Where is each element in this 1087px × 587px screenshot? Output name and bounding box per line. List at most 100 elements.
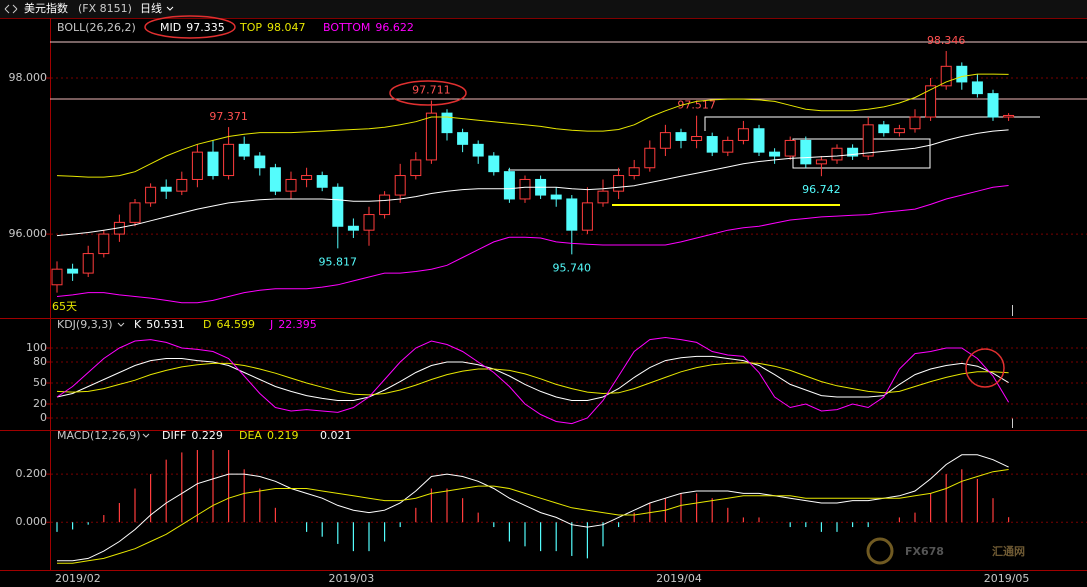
candle-body	[644, 147, 656, 169]
candle-body	[207, 151, 219, 177]
y-tick-label: 96.000	[9, 227, 48, 240]
candle-body	[269, 167, 281, 192]
candle-body	[581, 202, 593, 231]
legend-value: 64.599	[216, 318, 255, 331]
low-label: 96.742	[802, 183, 841, 196]
series-line	[56, 73, 1009, 178]
candle-body	[223, 143, 235, 177]
candle-body	[363, 214, 375, 231]
highlight	[389, 80, 467, 106]
candle-body	[379, 194, 391, 216]
legend-name: TOP	[239, 21, 262, 34]
nav-icon[interactable]	[4, 4, 18, 14]
candle-body	[347, 225, 359, 231]
legend-name: J	[269, 318, 273, 331]
candle-body	[847, 147, 859, 157]
legend-value: 22.395	[278, 318, 317, 331]
candle-body	[51, 268, 63, 286]
watermark-logo	[866, 537, 894, 565]
candle-body	[956, 65, 968, 83]
legend-entry: MID 97.335	[160, 21, 225, 34]
high-label: 97.371	[209, 110, 248, 123]
legend-value: 0.219	[267, 429, 299, 442]
indicator-chevron	[117, 322, 125, 327]
candle-body	[238, 143, 250, 157]
candle-body	[176, 178, 188, 192]
series-line	[56, 185, 1009, 304]
candle-body	[893, 128, 905, 134]
series-line	[56, 336, 1010, 425]
y-tick-label: 80	[33, 355, 47, 368]
y-tick-label: 98.000	[9, 71, 48, 84]
symbol-code: (FX 8151)	[78, 2, 132, 15]
candle-body	[254, 155, 266, 169]
candle-body	[862, 124, 874, 157]
candle-body	[191, 151, 203, 180]
candle-body	[82, 253, 94, 274]
legend-value: 50.531	[146, 318, 185, 331]
x-tick-label: 2019/05	[984, 572, 1030, 585]
candle-body	[909, 116, 921, 130]
candle-body	[675, 132, 687, 141]
candle-body	[613, 175, 625, 192]
legend-name: DIFF	[162, 429, 186, 442]
legend-entry: K 50.531	[134, 318, 185, 331]
candle-body	[301, 175, 313, 180]
indicator-name: MACD(12,26,9)	[57, 429, 141, 442]
legend-value: 96.622	[375, 21, 414, 34]
period[interactable]: 日线	[140, 1, 162, 15]
candle-body	[410, 159, 422, 177]
candle-body	[831, 147, 843, 161]
high-label: 98.346	[927, 34, 966, 47]
candle-body	[472, 143, 484, 157]
x-tick-label: 2019/02	[55, 572, 101, 585]
candle-body	[145, 186, 157, 204]
candle-body	[488, 155, 500, 173]
highlight	[144, 15, 236, 39]
candle-body	[722, 139, 734, 153]
legend-entry: 0.021	[320, 429, 352, 442]
candle-body	[160, 186, 172, 192]
y-tick-label: 0	[40, 411, 47, 424]
candle-body	[98, 233, 110, 255]
candle-body	[940, 65, 952, 87]
candle-body	[129, 202, 141, 223]
legend-name: BOTTOM	[323, 21, 370, 34]
legend: KDJ(9,3,3)	[57, 318, 113, 331]
candle-body	[285, 178, 297, 192]
legend: BOLL(26,26,2)	[57, 21, 136, 34]
marks: 98.000 96.000 BOLL(26,26,2) MID 97.335 TOP 98.…	[9, 21, 1087, 585]
candle-body	[67, 268, 79, 274]
y-tick-label: 0.200	[16, 467, 48, 480]
candle-body	[878, 124, 890, 134]
candle-body	[316, 175, 328, 188]
legend-entry: D 64.599	[203, 318, 255, 331]
legend-value: 97.335	[186, 21, 225, 34]
candle-body	[987, 93, 999, 118]
candle-body	[971, 81, 983, 95]
x-tick-label: 2019/04	[656, 572, 702, 585]
low-label: 95.740	[553, 261, 592, 274]
legend-name: D	[203, 318, 211, 331]
period-chevron[interactable]	[166, 6, 174, 11]
y-tick-label: 100	[26, 341, 47, 354]
legend-value: 0.021	[320, 429, 352, 442]
note: 65天	[52, 300, 77, 313]
legend-entry: DIFF 0.229	[162, 429, 223, 442]
candle-body	[659, 132, 671, 149]
top-bar	[0, 0, 1087, 18]
candle-body	[503, 171, 515, 200]
candle-body	[925, 85, 937, 118]
series-line	[57, 469, 1009, 564]
candle-body	[441, 112, 453, 134]
series-line	[57, 454, 1009, 562]
legend-entry: DEA 0.219	[239, 429, 298, 442]
high-label: 97.517	[677, 99, 716, 112]
series-line	[56, 362, 1009, 396]
candle-body	[566, 198, 578, 231]
legend-value: 0.229	[191, 429, 223, 442]
legend-entry: BOTTOM 96.622	[323, 21, 414, 34]
candle-body	[550, 194, 562, 200]
